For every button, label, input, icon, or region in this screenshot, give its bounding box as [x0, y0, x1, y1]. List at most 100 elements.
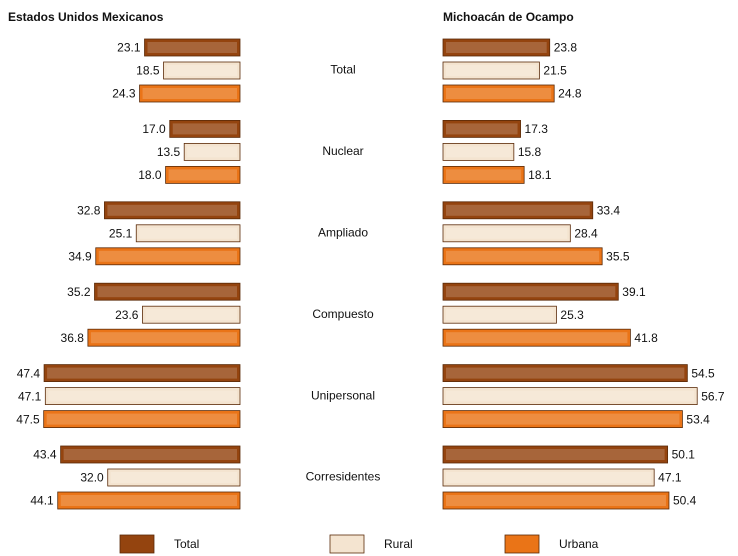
bar-highlight [110, 472, 237, 483]
value-label: 18.0 [138, 168, 162, 182]
bar [87, 328, 241, 347]
value-label: 15.8 [518, 145, 542, 159]
value-label: 50.1 [672, 448, 696, 462]
bar [442, 491, 670, 510]
bar [163, 61, 241, 80]
bar-highlight [446, 88, 552, 99]
value-label: 47.5 [16, 412, 40, 426]
bar-highlight [446, 449, 665, 460]
bar [43, 410, 241, 429]
value-label: 36.8 [61, 331, 85, 345]
bar [442, 387, 698, 406]
bar [442, 305, 557, 324]
bar-highlight [446, 169, 522, 181]
bar-highlight [446, 413, 680, 425]
bar [442, 247, 603, 266]
value-label: 47.1 [658, 471, 682, 485]
value-label: 23.6 [115, 308, 139, 322]
bar-highlight [172, 123, 237, 135]
legend-swatch [504, 534, 540, 554]
value-label: 32.0 [80, 471, 104, 485]
value-label: 54.5 [691, 366, 715, 380]
value-label: 23.1 [117, 41, 141, 55]
value-label: 53.4 [686, 412, 710, 426]
value-label: 34.9 [68, 249, 92, 263]
value-label: 35.2 [67, 285, 91, 299]
bar-highlight [446, 286, 616, 298]
bar [442, 120, 521, 138]
bar [442, 445, 669, 464]
panel-title: Estados Unidos Mexicanos [8, 10, 164, 24]
value-label: 41.8 [634, 331, 658, 345]
bar-highlight [446, 65, 537, 76]
value-label: 17.0 [142, 122, 166, 136]
bar-highlight [147, 42, 237, 53]
bar [142, 305, 241, 324]
bar [442, 165, 525, 184]
value-label: 13.5 [157, 145, 181, 159]
category-label: Ampliado [318, 225, 368, 239]
bar [139, 84, 241, 103]
bar-highlight [46, 413, 237, 425]
bar-highlight [446, 250, 600, 262]
bar [442, 142, 515, 161]
value-label: 39.1 [622, 285, 646, 299]
bar [442, 364, 688, 383]
bar-highlight [166, 65, 237, 76]
bar [95, 247, 241, 266]
bar [442, 328, 631, 347]
bar [442, 224, 571, 243]
value-label: 43.4 [33, 448, 57, 462]
bar [57, 491, 241, 510]
bar-highlight [446, 227, 568, 239]
bar [442, 84, 555, 103]
bar-highlight [446, 390, 695, 402]
bar-highlight [47, 367, 237, 379]
legend-label: Urbana [559, 537, 599, 551]
bar [94, 282, 241, 301]
category-label: Total [330, 63, 355, 77]
value-label: 21.5 [543, 64, 567, 78]
bar [442, 410, 683, 429]
bar-highlight [187, 146, 237, 158]
value-label: 47.1 [18, 389, 42, 403]
bar-highlight [107, 204, 237, 216]
bar [442, 61, 540, 80]
value-label: 24.8 [558, 87, 582, 101]
value-label: 32.8 [77, 203, 101, 217]
bar [442, 282, 619, 301]
category-label: Nuclear [322, 144, 363, 158]
bar-highlight [446, 146, 511, 158]
bar-highlight [446, 204, 590, 216]
bar-highlight [97, 286, 237, 298]
bar-highlight [60, 495, 237, 506]
bar-highlight [139, 227, 237, 239]
bar [60, 445, 241, 464]
bar-highlight [168, 169, 237, 181]
legend-label: Total [174, 537, 199, 551]
bar [44, 387, 241, 406]
bar-highlight [446, 309, 554, 321]
legend-label: Rural [384, 537, 413, 551]
bar [144, 38, 241, 57]
bar-highlight [98, 250, 237, 262]
bar-highlight [446, 332, 628, 344]
value-label: 18.5 [136, 64, 160, 78]
legend-swatch [329, 534, 365, 554]
bar-highlight [446, 123, 518, 135]
value-label: 47.4 [17, 366, 41, 380]
bar-highlight [48, 390, 237, 402]
bar [442, 201, 594, 220]
value-label: 33.4 [597, 203, 621, 217]
value-label: 25.1 [109, 226, 133, 240]
bar-highlight [446, 495, 666, 506]
category-label: Unipersonal [311, 388, 375, 402]
value-label: 35.5 [606, 249, 630, 263]
bar [442, 38, 551, 57]
value-label: 17.3 [525, 122, 549, 136]
legend-swatch [119, 534, 155, 554]
bar [442, 468, 655, 487]
bar [169, 120, 241, 138]
bar [107, 468, 241, 487]
bar-highlight [142, 88, 237, 99]
